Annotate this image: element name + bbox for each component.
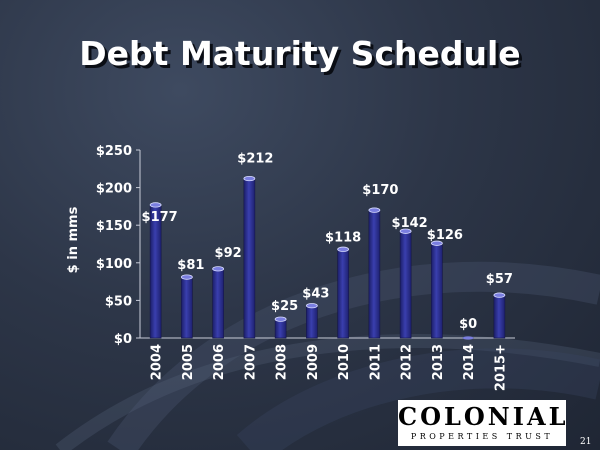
data-label: $0 (459, 317, 477, 332)
data-label: $126 (427, 228, 463, 243)
company-logo: COLONIAL PROPERTIES TRUST (398, 400, 566, 446)
bar-top (243, 175, 256, 182)
x-tick-label: 2013 (431, 344, 446, 380)
bar-top (399, 228, 412, 234)
x-tick-label: 2009 (306, 344, 321, 380)
bar-top (493, 292, 506, 298)
bar-top (368, 207, 381, 213)
y-tick-label: $100 (96, 257, 132, 272)
bar (399, 230, 412, 339)
data-label: $81 (177, 258, 204, 273)
x-tick-label: 2007 (243, 344, 258, 380)
y-tick-label: $50 (105, 294, 132, 309)
bar (368, 209, 381, 339)
bar-top (149, 202, 162, 208)
data-label: $57 (486, 272, 513, 287)
y-axis-title: $ in mms (66, 206, 81, 273)
x-tick-label: 2015+ (493, 344, 508, 391)
bar-top (337, 246, 350, 252)
data-label: $25 (271, 299, 298, 314)
bar-top (180, 274, 193, 280)
bar-top (212, 266, 225, 272)
data-label: $177 (142, 210, 178, 225)
x-tick-label: 2006 (212, 344, 227, 380)
x-tick-label: 2008 (275, 344, 290, 380)
y-tick-label: $150 (96, 219, 132, 234)
x-tick-label: 2005 (181, 344, 196, 380)
y-tick-label: $250 (96, 144, 132, 159)
data-label: $212 (237, 152, 273, 167)
bar (274, 318, 287, 339)
slide-title: Debt Maturity Schedule (79, 34, 521, 73)
data-label: $142 (392, 216, 428, 231)
bar-top (430, 240, 443, 246)
x-tick-label: 2014 (462, 344, 477, 380)
x-tick-label: 2011 (368, 344, 383, 380)
y-tick-label: $0 (114, 332, 132, 347)
data-label: $170 (362, 183, 398, 198)
logo-sub-text: PROPERTIES TRUST (410, 432, 554, 441)
x-tick-label: 2004 (150, 344, 165, 380)
bar (337, 248, 349, 339)
bar (306, 305, 318, 339)
bar (493, 294, 506, 339)
bar (243, 178, 256, 339)
logo-main-text: COLONIAL (398, 402, 569, 431)
data-label: $43 (302, 287, 329, 302)
data-label: $92 (215, 246, 242, 261)
bar-top (462, 336, 474, 340)
bar-top (305, 303, 318, 309)
bar-top (274, 316, 287, 322)
page-number: 21 (580, 437, 592, 447)
bar (431, 242, 443, 339)
bar (212, 268, 224, 339)
y-tick-label: $200 (96, 182, 132, 197)
data-label: $118 (325, 230, 361, 245)
bar (181, 276, 193, 339)
x-tick-label: 2012 (400, 344, 415, 380)
x-tick-label: 2010 (337, 344, 352, 380)
